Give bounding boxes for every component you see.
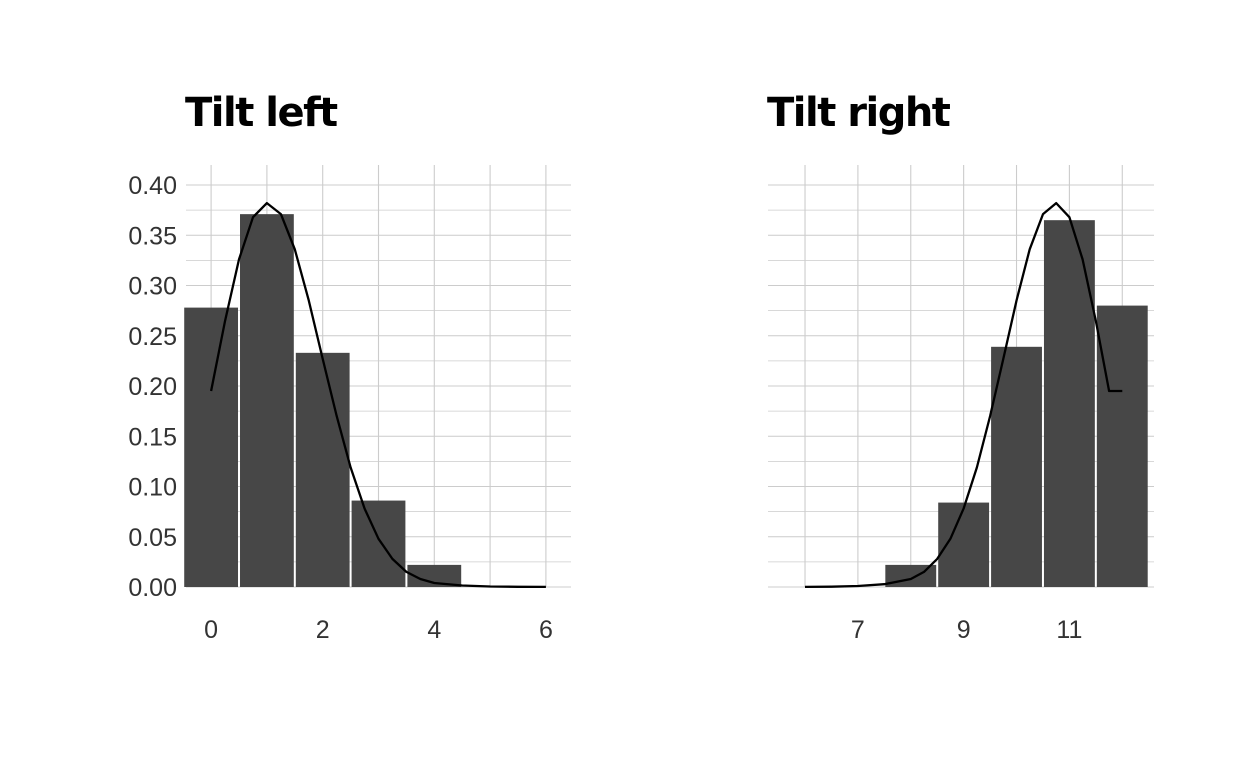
histogram-bar (1096, 305, 1148, 587)
right-panel: 7 9 11 (768, 165, 1154, 644)
x-tick-label: 0 (204, 616, 218, 644)
density-curve (804, 201, 1123, 589)
y-tick-label: 0.25 (128, 323, 177, 351)
histogram-bar (407, 564, 462, 587)
right-panel-title: Tilt right (767, 90, 951, 136)
x-tick-label: 9 (957, 616, 971, 644)
x-tick-label: 7 (851, 616, 865, 644)
y-tick-label: 0.05 (128, 524, 177, 552)
histogram-bar (351, 500, 406, 587)
histogram-bar (991, 346, 1042, 587)
histogram-bar (240, 214, 294, 587)
y-tick-label: 0.20 (128, 373, 177, 401)
x-tick-label: 4 (427, 616, 441, 644)
y-tick-label: 0.35 (128, 222, 177, 250)
x-tick-label: 2 (316, 616, 330, 644)
left-panel: 0.00 0.05 0.10 0.15 0.20 0.25 0.30 0.35 0.40 0 2 4 6 (128, 165, 571, 644)
histogram-bar (1043, 220, 1095, 588)
x-tick-label: 11 (1056, 616, 1082, 644)
y-tick-label: 0.15 (128, 423, 177, 451)
left-panel-title: Tilt left (185, 90, 338, 136)
y-tick-label: 0.40 (128, 172, 177, 200)
histogram-bar (184, 307, 239, 587)
x-tick-label: 6 (539, 616, 553, 644)
y-tick-label: 0.30 (128, 273, 177, 301)
y-tick-label: 0.00 (128, 574, 177, 602)
histogram-bar (295, 352, 350, 587)
density-curve (209, 201, 546, 589)
y-tick-label: 0.10 (128, 474, 177, 502)
